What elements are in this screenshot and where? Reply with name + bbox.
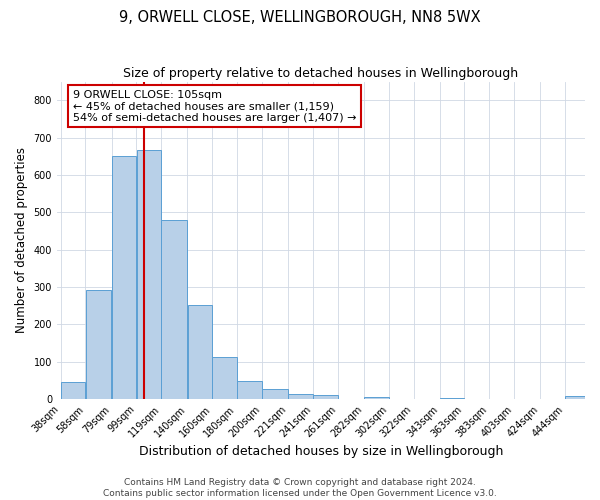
Bar xyxy=(137,150,161,399)
Bar xyxy=(237,381,262,399)
Bar xyxy=(188,304,212,399)
X-axis label: Distribution of detached houses by size in Wellingborough: Distribution of detached houses by size … xyxy=(139,444,503,458)
Bar xyxy=(288,394,313,399)
Text: Contains HM Land Registry data © Crown copyright and database right 2024.
Contai: Contains HM Land Registry data © Crown c… xyxy=(103,478,497,498)
Bar xyxy=(61,382,85,399)
Y-axis label: Number of detached properties: Number of detached properties xyxy=(15,148,28,334)
Bar xyxy=(262,388,288,399)
Bar xyxy=(440,398,464,399)
Text: 9 ORWELL CLOSE: 105sqm
← 45% of detached houses are smaller (1,159)
54% of semi-: 9 ORWELL CLOSE: 105sqm ← 45% of detached… xyxy=(73,90,356,123)
Bar xyxy=(313,394,338,399)
Bar xyxy=(565,396,590,399)
Bar xyxy=(86,290,112,399)
Bar xyxy=(161,220,187,399)
Bar xyxy=(212,357,237,399)
Title: Size of property relative to detached houses in Wellingborough: Size of property relative to detached ho… xyxy=(124,68,518,80)
Text: 9, ORWELL CLOSE, WELLINGBOROUGH, NN8 5WX: 9, ORWELL CLOSE, WELLINGBOROUGH, NN8 5WX xyxy=(119,10,481,25)
Bar xyxy=(112,156,136,399)
Bar xyxy=(364,398,389,399)
